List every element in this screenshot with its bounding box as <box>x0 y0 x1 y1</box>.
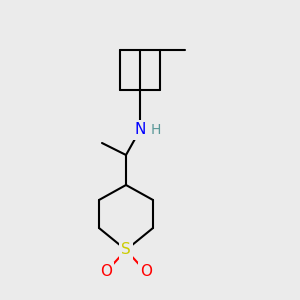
Text: O: O <box>140 265 152 280</box>
Text: N: N <box>134 122 146 137</box>
Text: S: S <box>121 242 131 257</box>
Text: H: H <box>151 123 161 137</box>
Text: O: O <box>100 265 112 280</box>
